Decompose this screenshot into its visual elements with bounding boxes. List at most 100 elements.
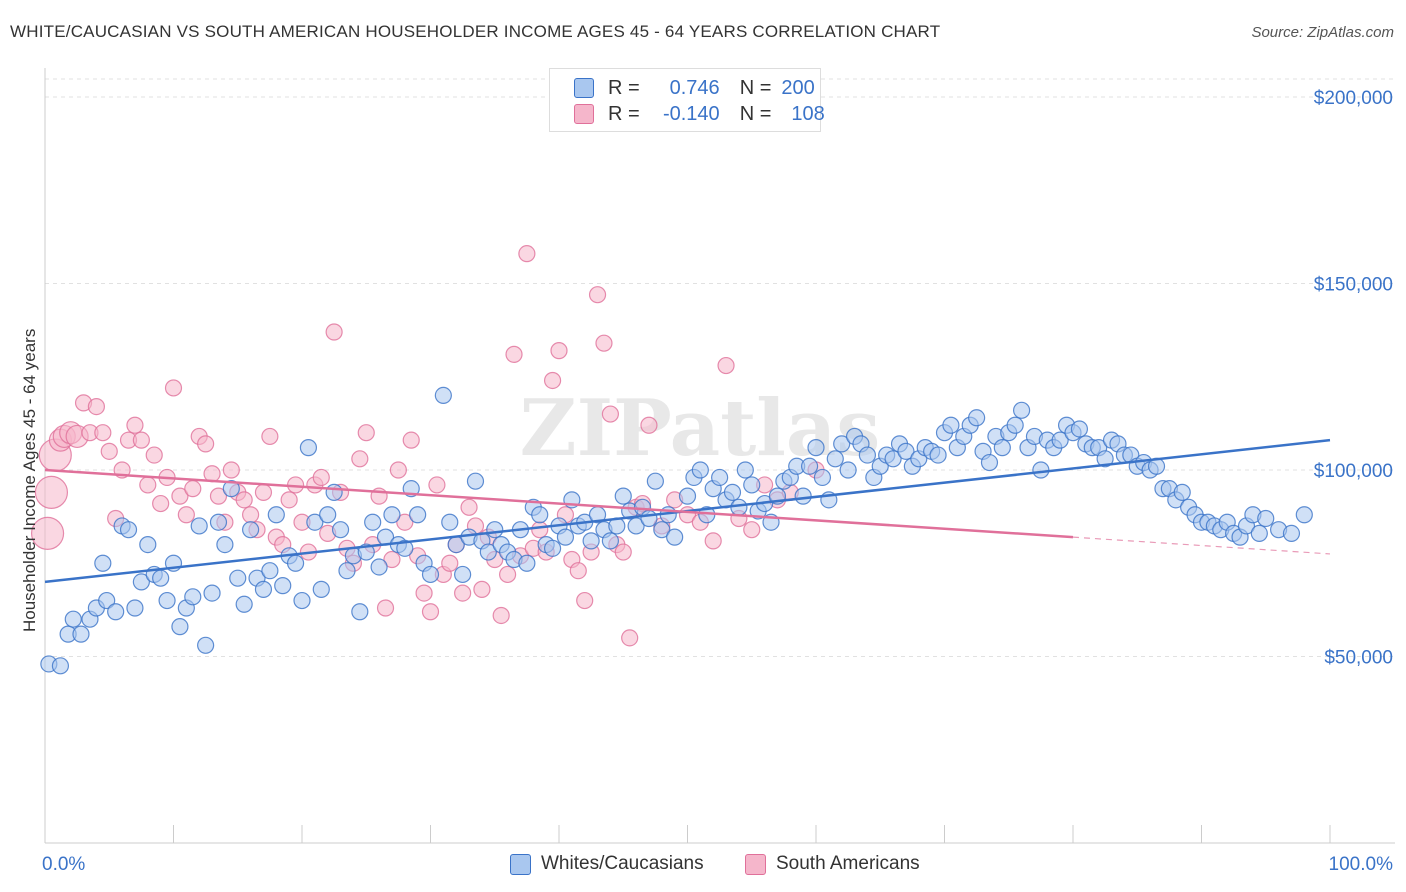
correlation-legend: R = 0.746 N = 200 R = -0.140 N = 108: [549, 68, 825, 132]
whites-point: [267, 506, 285, 524]
south-americans-point: [280, 491, 298, 509]
whites-point: [184, 588, 202, 606]
whites-point: [980, 453, 999, 472]
y-tick-label: $100,000: [1314, 461, 1393, 482]
whites-point: [370, 558, 388, 576]
whites-point: [858, 446, 877, 464]
whites-point: [454, 565, 472, 584]
south-americans-point: [389, 461, 407, 479]
south-americans-point: [171, 487, 189, 505]
south-americans-point: [126, 416, 144, 434]
south-americans-point: [100, 442, 118, 460]
south-americans-trend-extension: [1072, 536, 1331, 555]
source-label: Source: ZipAtlas.com: [1251, 24, 1394, 41]
whites-point: [556, 528, 575, 546]
south-americans-point: [396, 513, 414, 531]
south-americans-point: [383, 550, 401, 569]
south-americans-point: [421, 603, 440, 621]
whites-point: [833, 435, 851, 453]
south-americans-point: [209, 487, 228, 505]
whites-point: [132, 573, 150, 591]
south-americans-point: [312, 468, 330, 487]
whites-point: [942, 416, 960, 434]
south-americans-point: [197, 435, 215, 453]
x-tick-label: 0.0%: [42, 854, 85, 875]
y-axis-label: Householder Income Ages 45 - 64 years: [20, 328, 39, 632]
south-americans-point: [325, 323, 343, 341]
whites-point: [261, 562, 279, 580]
whites-point: [839, 461, 857, 479]
whites-point: [229, 569, 247, 587]
whites-point: [274, 577, 292, 595]
south-americans-point: [376, 599, 395, 617]
n-value: 200: [781, 76, 815, 99]
whites-point: [254, 580, 273, 598]
whites-point: [203, 584, 221, 602]
whites-point: [807, 439, 825, 457]
whites-point: [72, 625, 90, 643]
south-americans-point: [601, 405, 620, 423]
whites-point: [190, 517, 208, 535]
whites-point: [171, 618, 189, 636]
south-americans-point: [152, 494, 170, 513]
legend-item-whites: Whites/Caucasians: [510, 852, 704, 876]
whites-point: [884, 450, 902, 468]
whites-point: [107, 603, 125, 621]
whites-point: [736, 461, 754, 479]
pink-swatch-icon: [574, 104, 594, 124]
whites-point: [1006, 416, 1024, 434]
south-americans-point: [184, 480, 202, 498]
south-americans-point: [518, 245, 536, 263]
whites-point: [94, 554, 112, 572]
legend-label-south-americans: South Americans: [776, 853, 920, 874]
south-americans-point: [357, 424, 375, 442]
whites-point: [325, 483, 343, 501]
y-tick-label: $150,000: [1314, 275, 1393, 296]
south-americans-point: [576, 591, 594, 610]
whites-point: [242, 521, 260, 539]
south-americans-point: [595, 334, 613, 352]
south-americans-point: [717, 356, 735, 375]
chart-title: WHITE/CAUCASIAN VS SOUTH AMERICAN HOUSEH…: [10, 22, 941, 41]
n-value: 108: [791, 102, 825, 125]
whites-point: [646, 472, 664, 490]
south-americans-point: [499, 565, 517, 584]
whites-point: [1282, 524, 1301, 543]
whites-point: [293, 591, 311, 610]
whites-point: [338, 562, 356, 580]
whites-point: [319, 506, 337, 524]
whites-point: [139, 535, 157, 554]
whites-point: [653, 521, 671, 539]
whites-point: [98, 591, 116, 610]
n-label: N =: [739, 76, 772, 99]
whites-point: [1173, 483, 1191, 501]
axes: [44, 68, 1395, 844]
y-tick-label: $200,000: [1314, 88, 1393, 109]
whites-point: [364, 513, 382, 531]
whites-point: [331, 521, 350, 539]
whites-point: [286, 554, 305, 572]
south-americans-point: [543, 371, 562, 390]
whites-point: [691, 461, 709, 479]
whites-point: [152, 569, 170, 587]
whites-point: [441, 513, 459, 531]
whites-point: [518, 554, 536, 572]
whites-point: [197, 636, 215, 654]
whites-point: [126, 599, 144, 617]
south-americans-point: [441, 554, 459, 572]
r-label: R =: [608, 76, 640, 99]
south-americans-point: [505, 345, 523, 363]
south-americans-point: [492, 606, 510, 625]
whites-point: [1096, 450, 1114, 468]
r-value: 0.746: [669, 76, 720, 99]
south-americans-point: [460, 498, 478, 516]
whites-point: [1051, 431, 1069, 449]
whites-point: [158, 591, 176, 610]
legend-row-south-americans: R = -0.140 N = 108: [574, 101, 825, 127]
whites-point: [1032, 461, 1050, 479]
whites-point: [614, 487, 632, 505]
whites-point: [383, 506, 401, 524]
south-americans-point: [454, 584, 472, 602]
blue-swatch-icon: [574, 78, 594, 98]
whites-point: [209, 513, 228, 531]
